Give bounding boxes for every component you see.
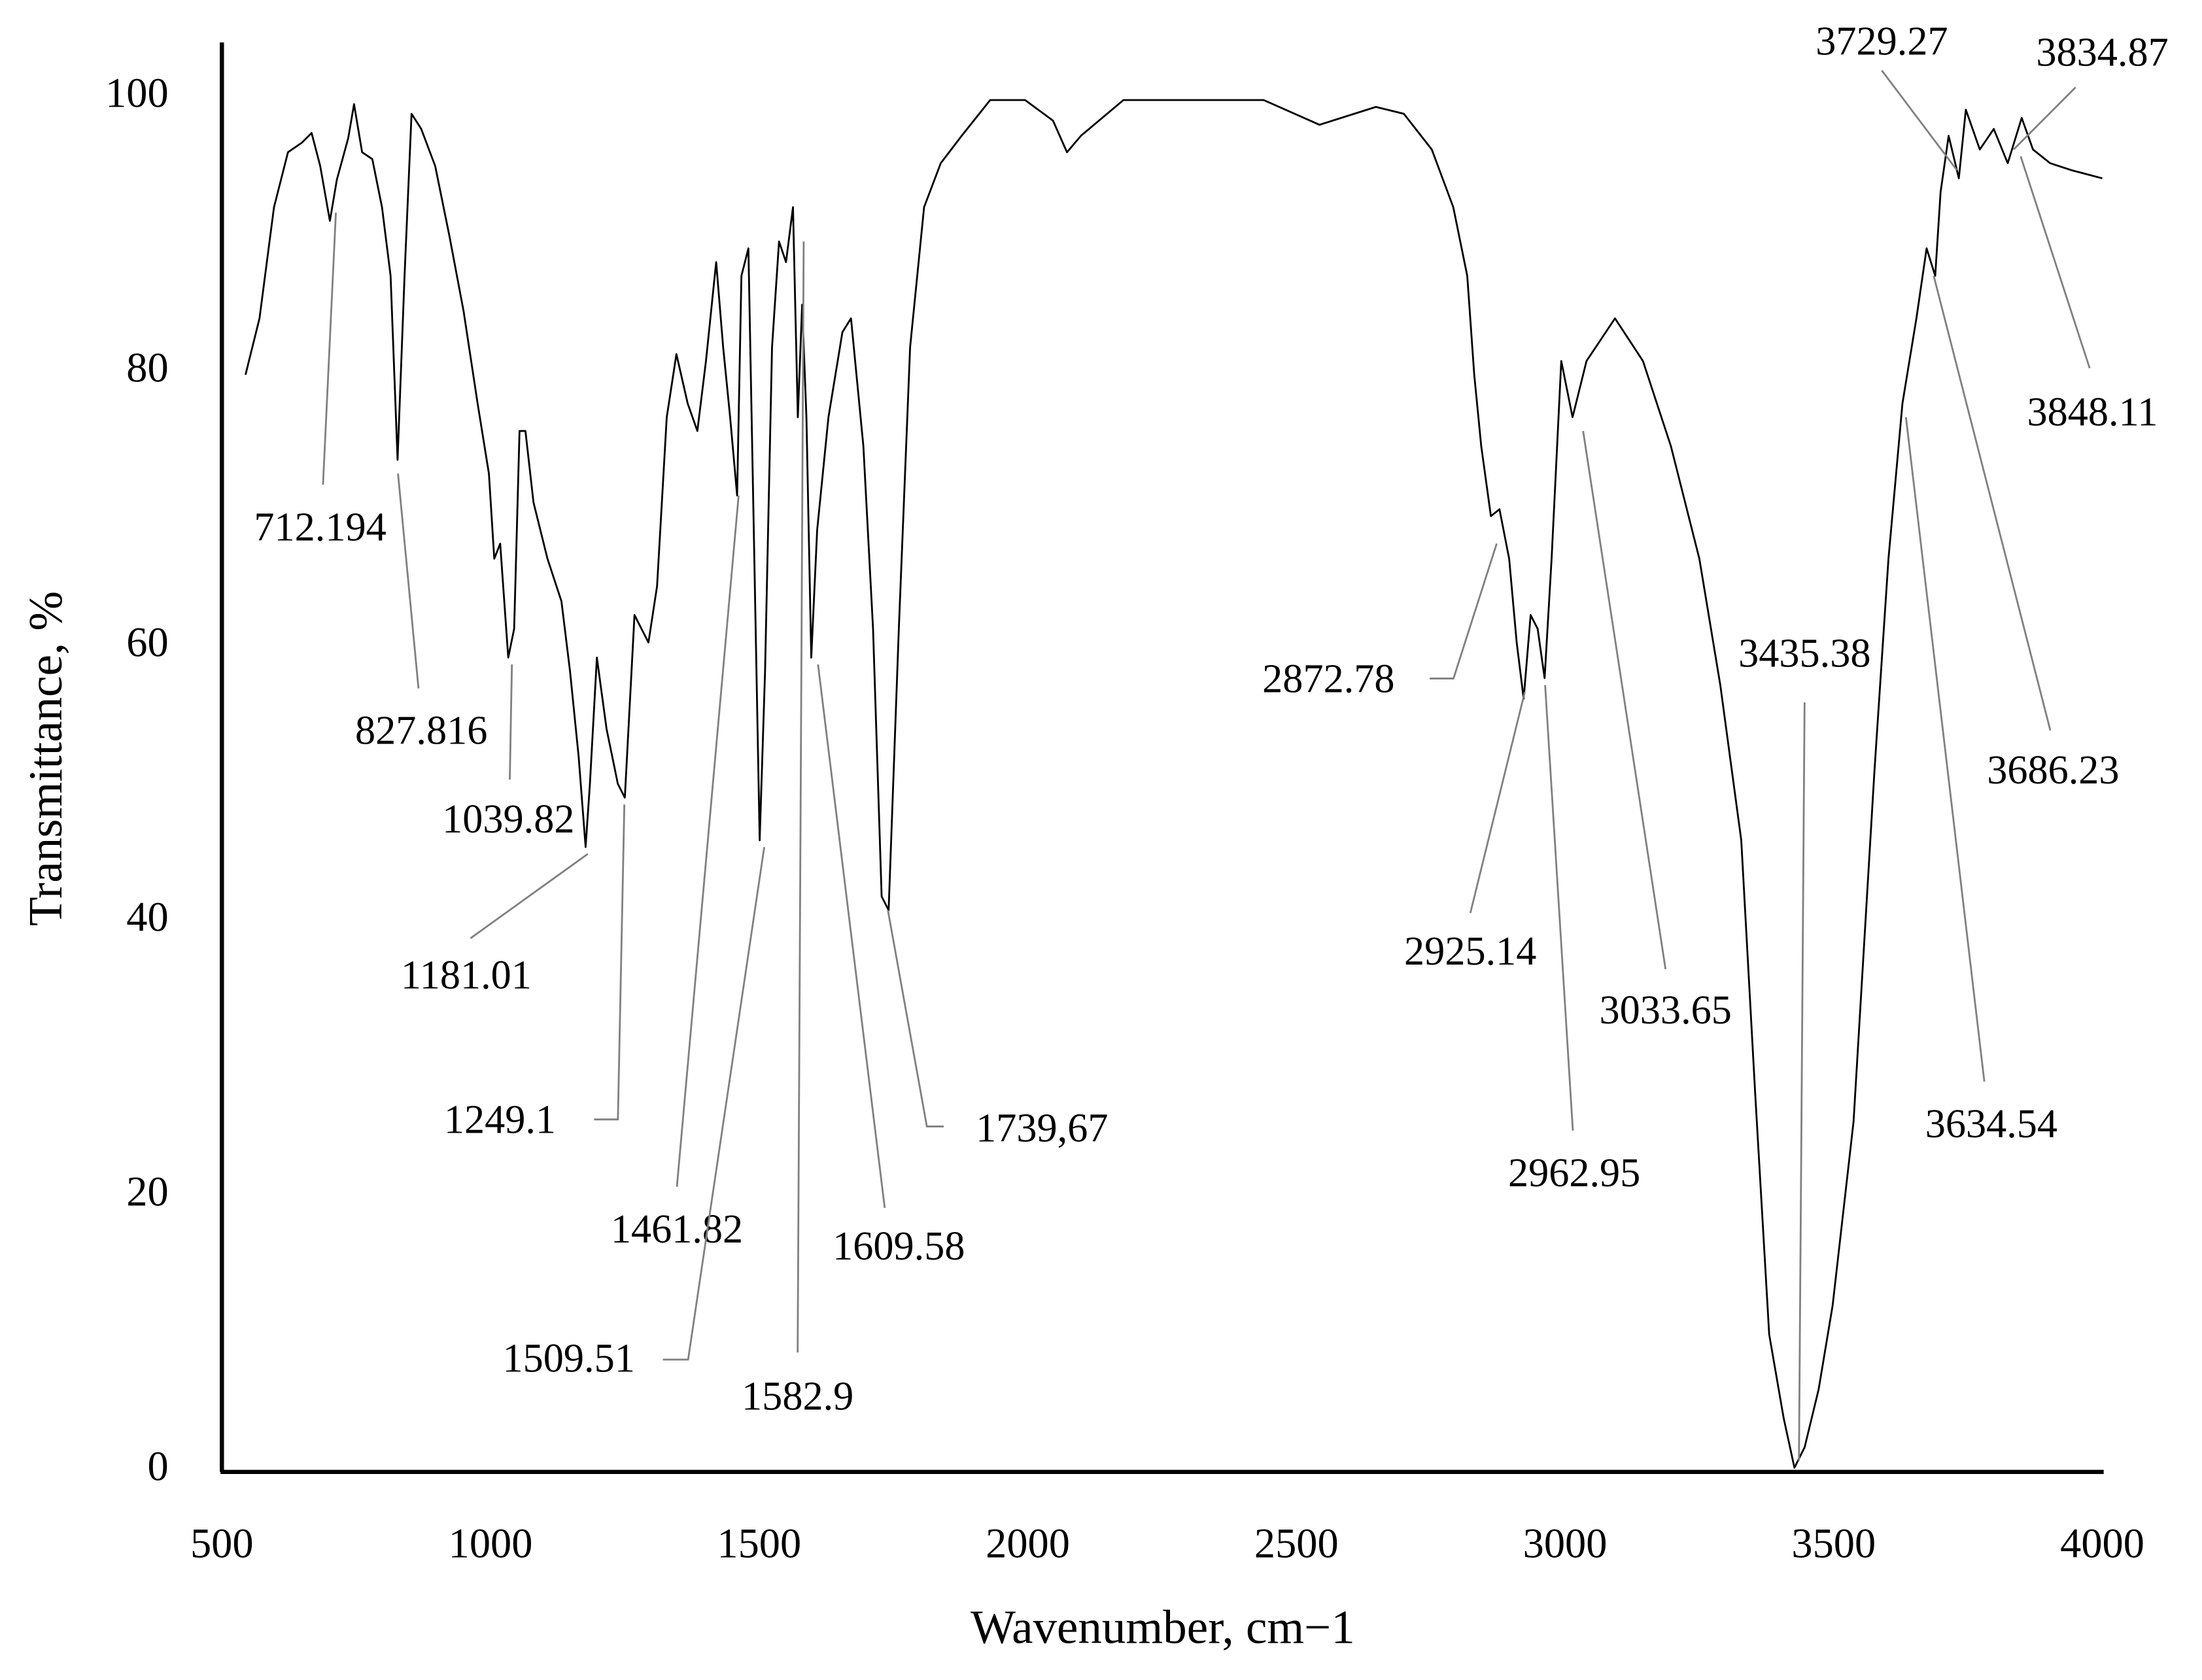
leader-line [1544, 685, 1574, 1131]
x-tick-label: 1500 [717, 1520, 801, 1567]
y-tick-label: 40 [126, 893, 168, 940]
x-tick-label: 3500 [1791, 1520, 1876, 1567]
y-tick-label: 0 [147, 1443, 168, 1489]
leader-line [1469, 691, 1526, 914]
peak-label: 3834.87 [2036, 31, 2168, 75]
leader-line [1582, 430, 1667, 970]
y-tick-label: 100 [105, 70, 169, 116]
x-tick-label: 4000 [2060, 1520, 2144, 1567]
x-tick-label: 2500 [1254, 1520, 1339, 1567]
leader-line [887, 910, 944, 1127]
peak-label: 2925.14 [1404, 929, 1536, 974]
peak-label: 1582.9 [742, 1375, 853, 1419]
peak-label: 3634.54 [1925, 1102, 2057, 1146]
leader-line [397, 473, 420, 689]
peak-label: 1739,67 [976, 1106, 1108, 1150]
peak-label: 712.194 [254, 505, 386, 549]
y-axis-title: Transmittance, % [19, 591, 72, 926]
peak-label: 1249.1 [444, 1098, 556, 1142]
x-axis-title: Wavenumber, cm−1 [971, 1600, 1355, 1653]
peak-label: 827.816 [355, 709, 487, 753]
x-tick-label: 2000 [986, 1520, 1070, 1567]
leader-line [470, 853, 589, 939]
leader-line [662, 847, 765, 1361]
peak-label: 3848.11 [2027, 390, 2158, 434]
peak-label: 1181.01 [401, 953, 532, 997]
y-tick-label: 60 [126, 619, 168, 666]
peak-label: 1509.51 [502, 1337, 634, 1381]
leader-line [1429, 543, 1498, 679]
leader-line [2020, 156, 2091, 369]
y-tick-label: 20 [126, 1168, 168, 1214]
leader-line [1933, 275, 2052, 731]
leader-line [817, 664, 886, 1209]
leader-line [509, 664, 513, 780]
peak-label: 3033.65 [1600, 988, 1732, 1033]
x-tick-label: 1000 [449, 1520, 533, 1567]
leader-line [797, 241, 805, 1353]
leader-line [1798, 702, 1806, 1461]
peak-label: 3435.38 [1738, 632, 1870, 676]
peak-label: 2962.95 [1508, 1151, 1640, 1195]
peak-label: 3729.27 [1815, 19, 1948, 63]
leader-line [676, 495, 740, 1188]
x-tick-label: 500 [190, 1520, 254, 1567]
leader-line [594, 804, 626, 1121]
leader-line [2012, 86, 2076, 150]
peak-label: 3686.23 [1987, 748, 2119, 793]
leader-line [1904, 417, 1986, 1082]
peak-label: 2872.78 [1262, 657, 1394, 701]
x-tick-label: 3000 [1523, 1520, 1608, 1567]
spectrum-line [245, 99, 2103, 1469]
y-tick-label: 80 [126, 345, 168, 391]
peak-label: 1039.82 [442, 797, 574, 842]
peak-label: 1461.82 [611, 1207, 743, 1252]
leader-line [322, 213, 337, 485]
peak-label: 1609.58 [833, 1224, 965, 1269]
leader-line [1881, 69, 1958, 171]
